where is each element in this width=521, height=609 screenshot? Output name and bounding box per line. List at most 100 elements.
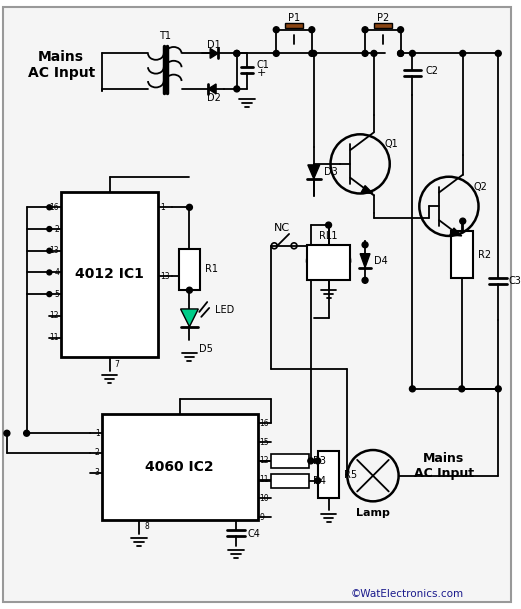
Circle shape: [274, 27, 279, 33]
Circle shape: [460, 51, 466, 57]
Text: RL1: RL1: [319, 231, 338, 241]
Circle shape: [459, 386, 465, 392]
Text: 12: 12: [259, 456, 269, 465]
Text: D5: D5: [200, 345, 213, 354]
Circle shape: [362, 51, 368, 57]
Circle shape: [309, 27, 315, 33]
Bar: [285, 23, 303, 28]
Polygon shape: [181, 309, 199, 326]
Text: 16: 16: [259, 419, 269, 428]
Text: 15: 15: [259, 438, 269, 446]
Circle shape: [398, 51, 404, 57]
Text: NC: NC: [274, 223, 290, 233]
Text: P1: P1: [288, 13, 300, 23]
Text: 1: 1: [95, 429, 100, 438]
Text: 11: 11: [49, 333, 59, 342]
Circle shape: [47, 205, 52, 209]
Text: C1: C1: [256, 60, 269, 70]
Circle shape: [398, 27, 404, 33]
Circle shape: [47, 270, 52, 275]
Text: Q2: Q2: [474, 181, 488, 192]
Text: Mains
AC Input: Mains AC Input: [414, 452, 474, 480]
Text: R5: R5: [344, 470, 357, 480]
Circle shape: [187, 287, 192, 293]
Polygon shape: [210, 49, 218, 58]
Polygon shape: [360, 254, 370, 267]
Bar: [102, 414, 257, 520]
Text: C4: C4: [247, 529, 260, 539]
Bar: [451, 231, 473, 278]
Text: D4: D4: [374, 256, 388, 266]
Text: R4: R4: [313, 476, 326, 485]
Circle shape: [362, 277, 368, 283]
Polygon shape: [308, 165, 320, 178]
Text: R2: R2: [478, 250, 491, 259]
Text: Mains
AC Input: Mains AC Input: [28, 50, 95, 80]
Text: 2: 2: [95, 448, 100, 457]
Polygon shape: [450, 228, 462, 236]
Polygon shape: [361, 186, 373, 194]
Circle shape: [371, 51, 377, 57]
Text: D2: D2: [207, 93, 221, 103]
Circle shape: [4, 431, 10, 436]
Text: 5: 5: [54, 290, 59, 298]
Text: 12: 12: [49, 311, 59, 320]
Circle shape: [234, 51, 240, 57]
Circle shape: [187, 205, 192, 210]
Text: C3: C3: [508, 276, 521, 286]
Bar: [307, 245, 350, 280]
Text: R3: R3: [313, 456, 326, 466]
Text: +: +: [256, 68, 266, 78]
Text: D1: D1: [207, 40, 221, 49]
Text: LED: LED: [215, 305, 234, 315]
Text: 13: 13: [49, 246, 59, 255]
Bar: [271, 454, 309, 468]
Circle shape: [410, 386, 415, 392]
Circle shape: [315, 458, 320, 464]
Text: 16: 16: [49, 203, 59, 212]
Circle shape: [274, 51, 279, 57]
Text: P2: P2: [377, 13, 389, 23]
Circle shape: [460, 218, 466, 224]
Text: 9: 9: [259, 513, 264, 522]
Text: 10: 10: [259, 494, 269, 503]
Text: 8: 8: [144, 523, 149, 532]
Circle shape: [308, 458, 314, 464]
Circle shape: [311, 51, 317, 57]
Text: T1: T1: [159, 30, 171, 41]
Text: 4060 IC2: 4060 IC2: [145, 460, 214, 474]
Text: 11: 11: [259, 475, 269, 484]
Bar: [271, 474, 309, 488]
Circle shape: [410, 51, 415, 57]
Circle shape: [23, 431, 30, 436]
Circle shape: [398, 51, 404, 57]
Circle shape: [326, 222, 331, 228]
Circle shape: [362, 27, 368, 33]
Text: C2: C2: [425, 66, 438, 76]
Bar: [374, 23, 392, 28]
Text: 7: 7: [115, 360, 119, 368]
Circle shape: [362, 242, 368, 248]
Circle shape: [47, 248, 52, 253]
Text: 4012 IC1: 4012 IC1: [75, 267, 144, 281]
Text: 2: 2: [55, 225, 59, 233]
Bar: [61, 191, 158, 357]
Bar: [318, 451, 339, 498]
Text: 13: 13: [160, 272, 169, 281]
Polygon shape: [208, 84, 216, 94]
Text: 3: 3: [95, 468, 100, 477]
Text: 1: 1: [160, 203, 165, 212]
Bar: [179, 248, 200, 290]
Text: R1: R1: [205, 264, 218, 275]
Text: ©WatElectronics.com: ©WatElectronics.com: [350, 589, 463, 599]
Circle shape: [495, 51, 501, 57]
Circle shape: [47, 227, 52, 231]
Text: D3: D3: [324, 167, 338, 177]
Circle shape: [47, 292, 52, 297]
Text: 4: 4: [54, 268, 59, 277]
Text: Lamp: Lamp: [356, 508, 390, 518]
Circle shape: [234, 86, 240, 92]
Circle shape: [315, 477, 320, 484]
Circle shape: [234, 51, 240, 57]
Text: Q1: Q1: [385, 139, 399, 149]
